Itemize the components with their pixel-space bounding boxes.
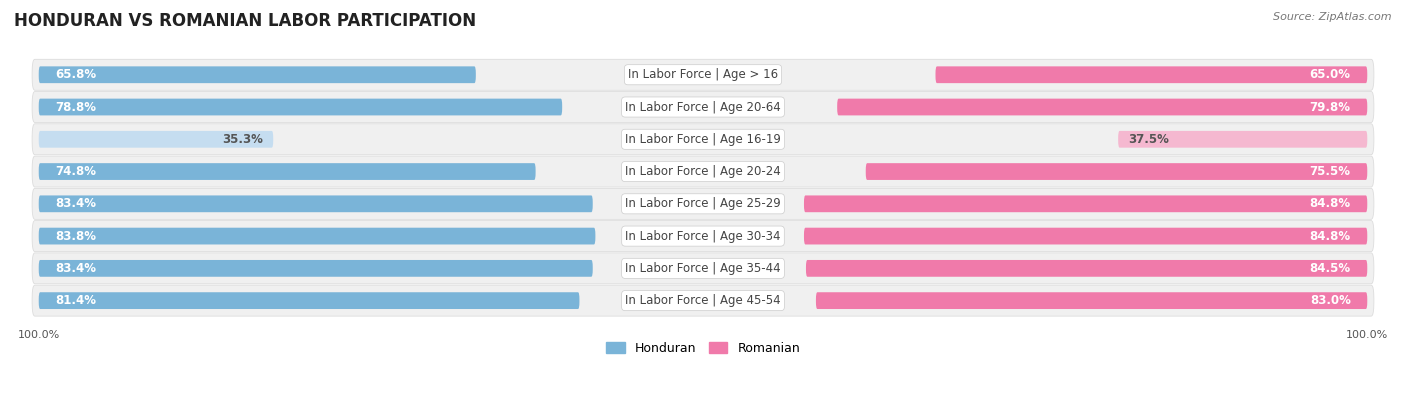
- FancyBboxPatch shape: [32, 156, 1374, 187]
- Text: 79.8%: 79.8%: [1309, 100, 1351, 113]
- FancyBboxPatch shape: [32, 220, 1374, 252]
- FancyBboxPatch shape: [39, 228, 595, 245]
- FancyBboxPatch shape: [32, 92, 1374, 122]
- Text: 35.3%: 35.3%: [222, 133, 263, 146]
- FancyBboxPatch shape: [32, 188, 1374, 219]
- FancyBboxPatch shape: [935, 66, 1367, 83]
- FancyBboxPatch shape: [837, 99, 1367, 115]
- FancyBboxPatch shape: [39, 99, 562, 115]
- FancyBboxPatch shape: [815, 292, 1367, 309]
- Text: In Labor Force | Age 20-64: In Labor Force | Age 20-64: [626, 100, 780, 113]
- Text: 84.8%: 84.8%: [1309, 198, 1351, 210]
- Text: 81.4%: 81.4%: [55, 294, 97, 307]
- Text: In Labor Force | Age 45-54: In Labor Force | Age 45-54: [626, 294, 780, 307]
- FancyBboxPatch shape: [804, 196, 1367, 212]
- Text: In Labor Force | Age 20-24: In Labor Force | Age 20-24: [626, 165, 780, 178]
- Text: 65.8%: 65.8%: [55, 68, 97, 81]
- FancyBboxPatch shape: [32, 285, 1374, 316]
- FancyBboxPatch shape: [39, 66, 475, 83]
- Text: 78.8%: 78.8%: [55, 100, 97, 113]
- Text: In Labor Force | Age 30-34: In Labor Force | Age 30-34: [626, 229, 780, 243]
- FancyBboxPatch shape: [32, 253, 1374, 284]
- Text: In Labor Force | Age 35-44: In Labor Force | Age 35-44: [626, 262, 780, 275]
- Text: 83.8%: 83.8%: [55, 229, 97, 243]
- FancyBboxPatch shape: [39, 163, 536, 180]
- FancyBboxPatch shape: [806, 260, 1367, 277]
- Text: 65.0%: 65.0%: [1309, 68, 1351, 81]
- Text: HONDURAN VS ROMANIAN LABOR PARTICIPATION: HONDURAN VS ROMANIAN LABOR PARTICIPATION: [14, 12, 477, 30]
- FancyBboxPatch shape: [866, 163, 1367, 180]
- Legend: Honduran, Romanian: Honduran, Romanian: [600, 337, 806, 360]
- FancyBboxPatch shape: [1118, 131, 1367, 148]
- Text: 83.4%: 83.4%: [55, 262, 97, 275]
- Text: In Labor Force | Age 25-29: In Labor Force | Age 25-29: [626, 198, 780, 210]
- FancyBboxPatch shape: [39, 131, 273, 148]
- Text: 83.0%: 83.0%: [1310, 294, 1351, 307]
- Text: 84.8%: 84.8%: [1309, 229, 1351, 243]
- FancyBboxPatch shape: [39, 260, 593, 277]
- FancyBboxPatch shape: [804, 228, 1367, 245]
- Text: 83.4%: 83.4%: [55, 198, 97, 210]
- FancyBboxPatch shape: [32, 59, 1374, 90]
- Text: 84.5%: 84.5%: [1309, 262, 1351, 275]
- FancyBboxPatch shape: [39, 292, 579, 309]
- FancyBboxPatch shape: [39, 196, 593, 212]
- Text: 37.5%: 37.5%: [1128, 133, 1168, 146]
- Text: 74.8%: 74.8%: [55, 165, 97, 178]
- Text: Source: ZipAtlas.com: Source: ZipAtlas.com: [1274, 12, 1392, 22]
- FancyBboxPatch shape: [32, 124, 1374, 155]
- Text: In Labor Force | Age > 16: In Labor Force | Age > 16: [628, 68, 778, 81]
- Text: In Labor Force | Age 16-19: In Labor Force | Age 16-19: [626, 133, 780, 146]
- Text: 75.5%: 75.5%: [1309, 165, 1351, 178]
